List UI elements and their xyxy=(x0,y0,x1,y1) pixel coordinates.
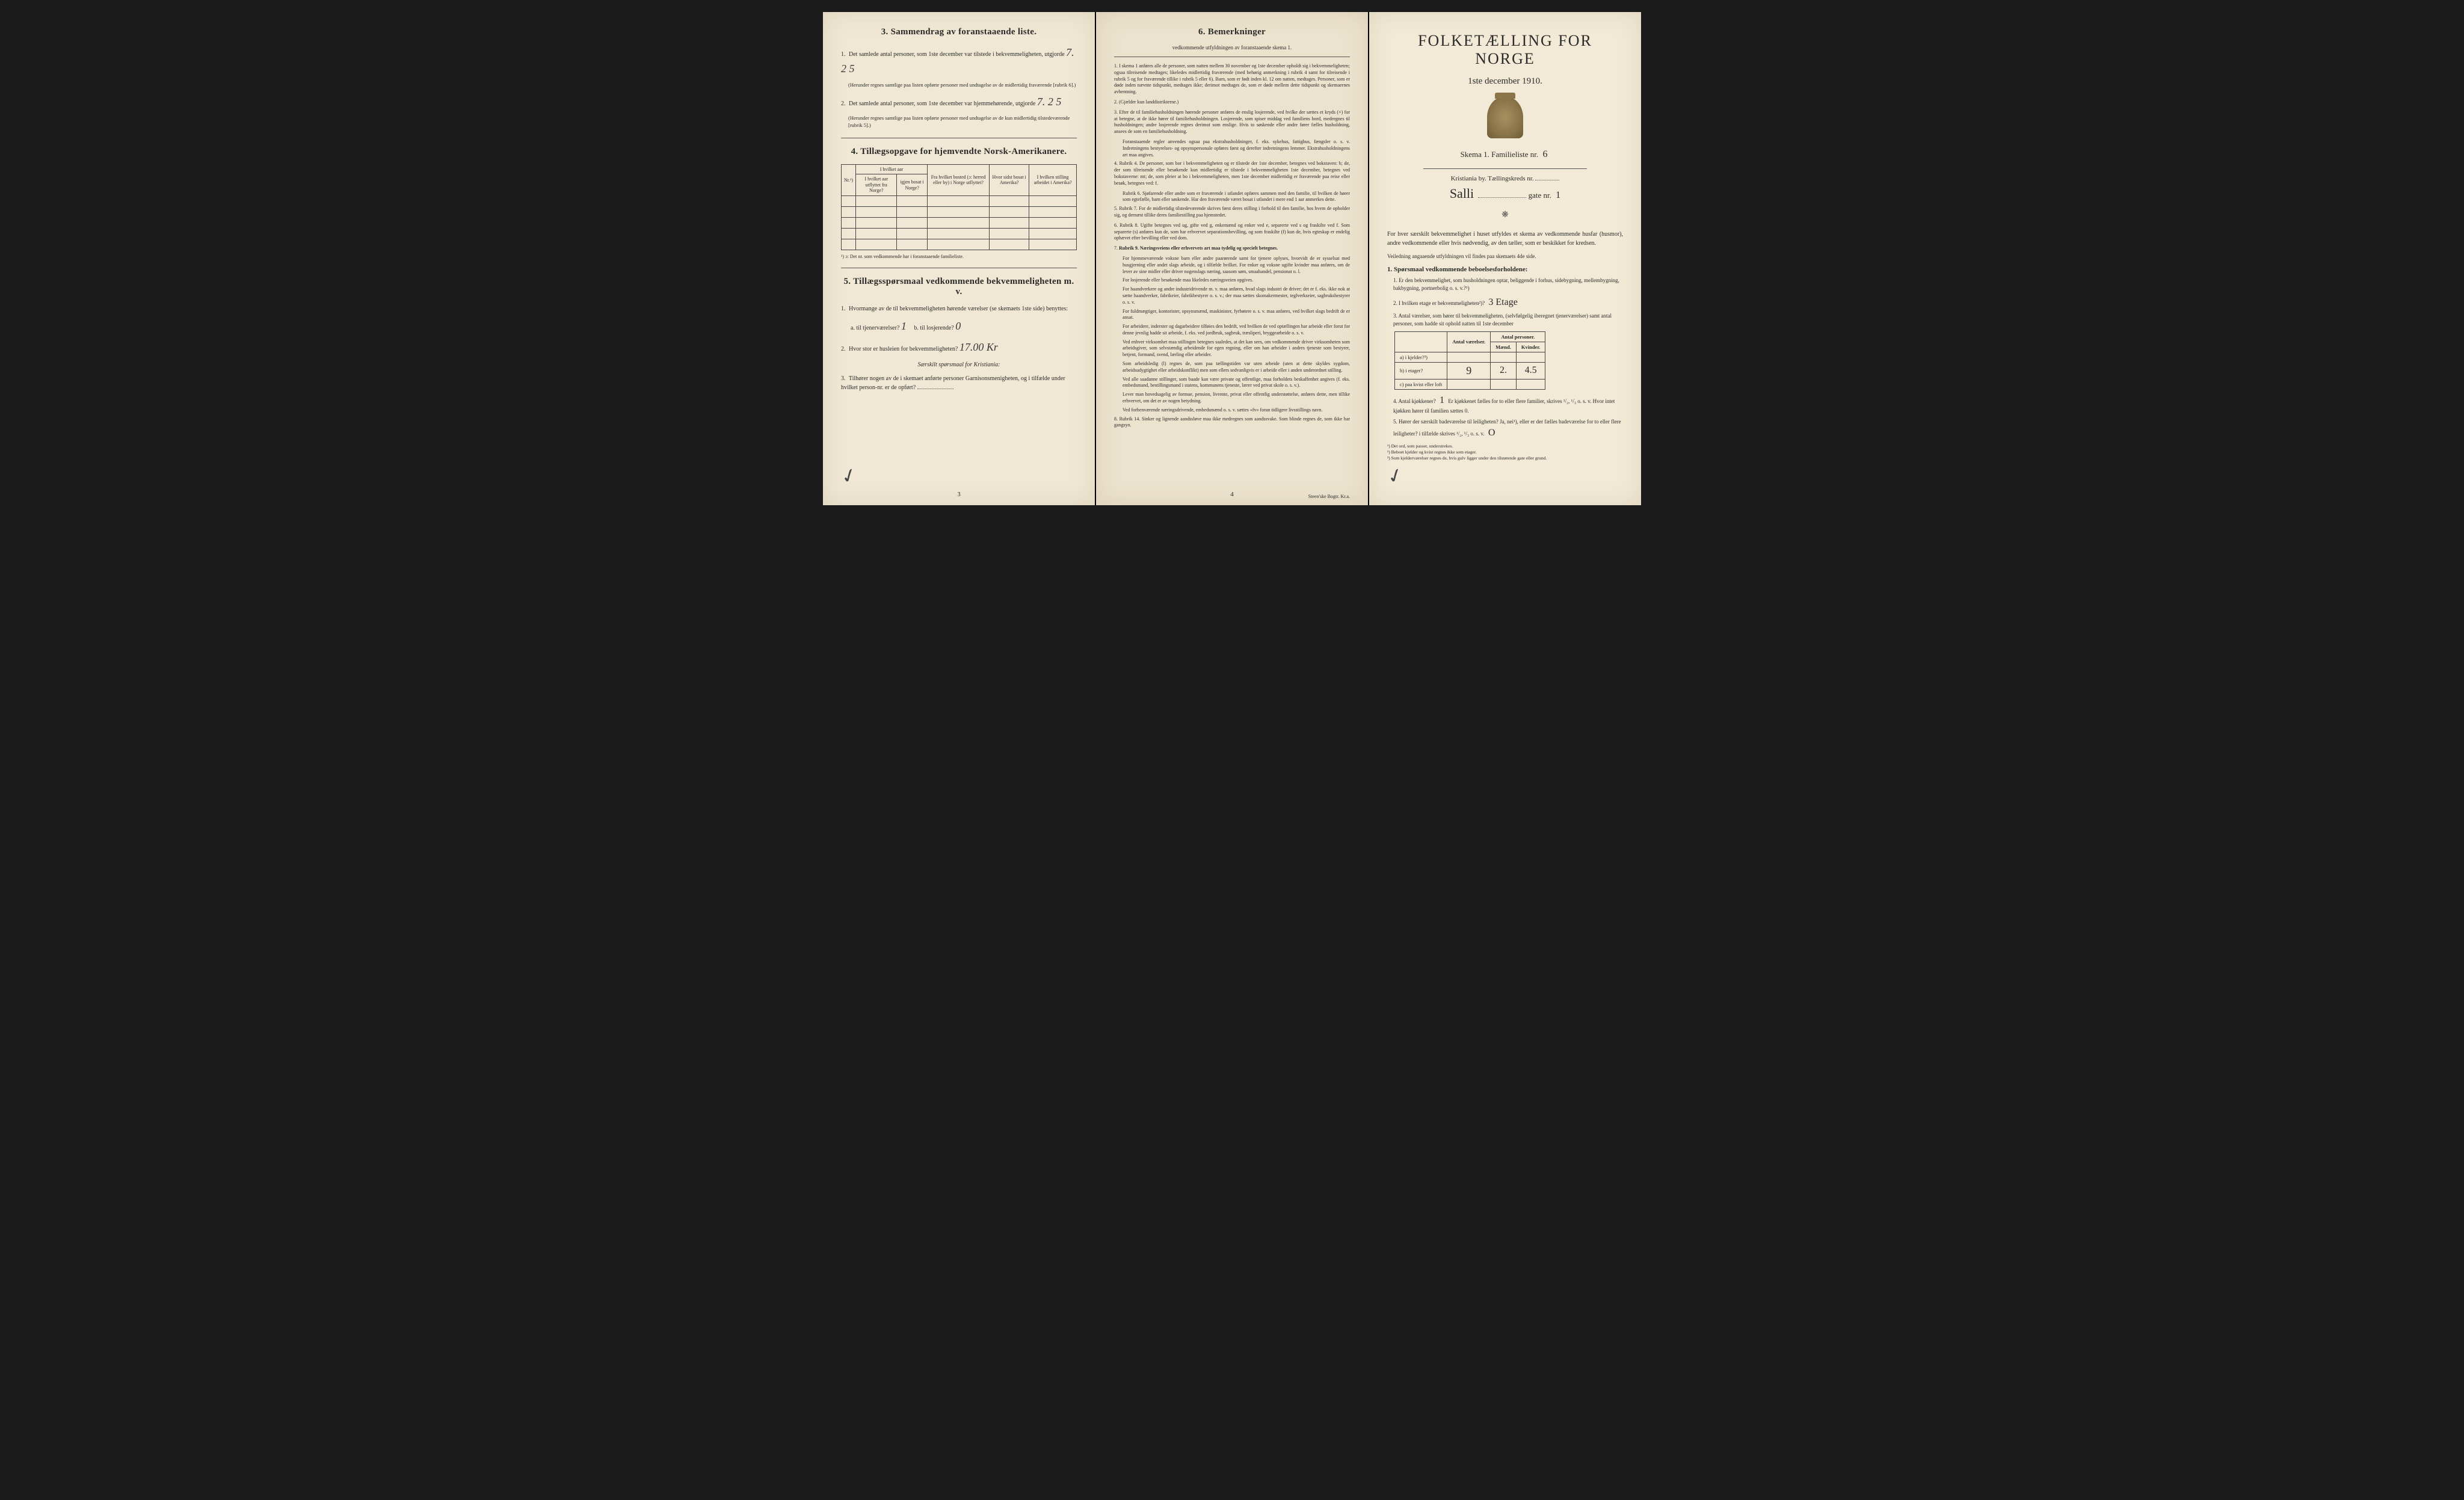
sub-para: For fuldmægtiger, kontorister, opsynsmæn… xyxy=(1123,309,1350,322)
page-4: 6. Bemerkninger vedkommende utfyldningen… xyxy=(1096,12,1368,505)
bemerk-6: 6. Rubrik 8. Ugifte betegnes ved ug, gif… xyxy=(1114,223,1350,242)
bemerk-1: 1. I skema 1 anføres alle de personer, s… xyxy=(1114,63,1350,96)
familieliste-nr: 6 xyxy=(1540,149,1550,159)
section-1-title: 1. Spørsmaal vedkommende beboelsesforhol… xyxy=(1387,266,1623,273)
coat-of-arms-icon xyxy=(1487,96,1523,138)
s3-q1-note: (Herunder regnes samtlige paa listen opf… xyxy=(848,82,1077,89)
page-3: 3. Sammendrag av foranstaaende liste. 1.… xyxy=(823,12,1095,505)
sub-para: Ved forhenværende næringsdrivende, embed… xyxy=(1123,407,1350,414)
s5-q3: 3. Tilhører nogen av de i skemaet anført… xyxy=(841,374,1077,392)
footnotes: ¹) Det ord, som passer, understrekes. ²)… xyxy=(1387,443,1623,461)
s5-q2: 2. Hvor stor er husleien for bekvemmelig… xyxy=(841,339,1077,355)
table-row: a) i kjelder?³) xyxy=(1395,352,1545,362)
s5-q1: 1. Hvormange av de til bekvemmeligheten … xyxy=(841,304,1077,313)
p1-q2: 2. I hvilken etage er bekvemmeligheten²)… xyxy=(1393,295,1623,309)
ornament-icon: ❋ xyxy=(1387,210,1623,220)
skema-line: Skema 1. Familieliste nr. 6 xyxy=(1387,149,1623,160)
section-6-title: 6. Bemerkninger xyxy=(1114,27,1350,37)
bemerk-3: 3. Efter de til familiehusholdningen hør… xyxy=(1114,109,1350,135)
divider xyxy=(1423,168,1587,169)
intro-text: For hver særskilt bekvemmelighet i huset… xyxy=(1387,230,1623,248)
section-5-title: 5. Tillægsspørsmaal vedkommende bekvemme… xyxy=(841,277,1077,297)
page-number: 4 xyxy=(1230,491,1234,498)
check-mark: ✓ xyxy=(1384,463,1406,490)
p1-q5: 5. Hører der særskilt badeværelse til le… xyxy=(1393,418,1623,440)
table-row: c) paa kvist eller loft xyxy=(1395,379,1545,389)
s3-q2-value: 7. 2 5 xyxy=(1037,96,1062,108)
etage-value: 3 Etage xyxy=(1486,297,1520,307)
check-mark: ✓ xyxy=(837,463,860,490)
by-line: Kristiania by. Tællingskreds nr. xyxy=(1387,175,1623,182)
s5-sub: Særskilt spørsmaal for Kristiania: xyxy=(841,360,1077,369)
gate-name: Salli xyxy=(1447,186,1476,201)
page-number: 3 xyxy=(957,491,961,498)
table-row xyxy=(842,239,1077,250)
p1-q4: 4. Antal kjøkkener? 1 Er kjøkkenet fælle… xyxy=(1393,393,1623,415)
occupancy-table: Antal værelser. Antal personer. Mænd. Kv… xyxy=(1394,331,1545,390)
sub-para: Rubrik 6. Sjøfarende eller andre som er … xyxy=(1123,191,1350,204)
sub-para: For arbeidere, inderster og dagarbeidere… xyxy=(1123,324,1350,337)
bemerk-5: 5. Rubrik 7. For de midlertidig tilstede… xyxy=(1114,206,1350,219)
veiledning: Veiledning angaaende utfyldningen vil fi… xyxy=(1387,253,1623,261)
gate-line: Salli gate nr. 1 xyxy=(1387,186,1623,201)
sub-para: For hjemmeværende voksne barn eller andr… xyxy=(1123,256,1350,275)
p1-q3: 3. Antal værelser, som hører til bekvemm… xyxy=(1393,312,1623,328)
bemerk-4: 4. Rubrik 4. De personer, som bor i bekv… xyxy=(1114,161,1350,186)
sub-para: Som arbeidsledig (l) regnes de, som paa … xyxy=(1123,361,1350,374)
s3-q1: 1. Det samlede antal personer, som 1ste … xyxy=(841,45,1077,77)
cover-subtitle: 1ste december 1910. xyxy=(1387,76,1623,87)
table-row xyxy=(842,229,1077,239)
page-1-cover: FOLKETÆLLING FOR NORGE 1ste december 191… xyxy=(1369,12,1641,505)
cover-title: FOLKETÆLLING FOR NORGE xyxy=(1387,32,1623,68)
bemerk-8: 8. Rubrik 14. Sinker og lignende aandssl… xyxy=(1114,416,1350,429)
section-4-title: 4. Tillægsopgave for hjemvendte Norsk-Am… xyxy=(841,147,1077,157)
p1-q1: 1. Er den bekvemmelighet, som husholdnin… xyxy=(1393,277,1623,292)
bemerk-2: 2. (Gjælder kun landdistrikterne.) xyxy=(1114,99,1350,106)
printer-credit: Steen'ske Bogtr. Kr.a. xyxy=(1308,494,1350,499)
sub-para: For losjerende eller besøkende maa likel… xyxy=(1123,277,1350,284)
sub-para: Ved alle saadanne stillinger, som baade … xyxy=(1123,377,1350,390)
table-row xyxy=(842,218,1077,229)
table-row xyxy=(842,196,1077,207)
sub-para: Foranstaaende regler anvendes ogsaa paa … xyxy=(1123,139,1350,158)
s5-q1ab: a. til tjenerværelser? 1 b. til losjeren… xyxy=(851,318,1077,334)
s3-q2-note: (Herunder regnes samtlige paa listen opf… xyxy=(848,115,1077,129)
sub-para: For haandverkere og andre industridriven… xyxy=(1123,286,1350,306)
sub-para: Ved enhver virksomhet maa stillingen bet… xyxy=(1123,339,1350,358)
sub-para: Lever man hovedsagelig av formue, pensio… xyxy=(1123,392,1350,405)
table-row: b) i etager? 9 2. 4.5 xyxy=(1395,362,1545,379)
bemerk-7: 7. Rubrik 9. Næringsveiens eller erhverv… xyxy=(1114,245,1350,252)
section-3-title: 3. Sammendrag av foranstaaende liste. xyxy=(841,27,1077,37)
kjokken-value: 1 xyxy=(1437,395,1447,405)
bad-value: O xyxy=(1486,428,1498,438)
amerika-table: Nr.¹) I hvilket aar Fra hvilket bosted (… xyxy=(841,164,1077,250)
gate-nr: 1 xyxy=(1553,190,1563,200)
section-6-subtitle: vedkommende utfyldningen av foranstaaend… xyxy=(1114,45,1350,51)
census-document: 3. Sammendrag av foranstaaende liste. 1.… xyxy=(823,12,1641,505)
s3-q2: 2. Det samlede antal personer, som 1ste … xyxy=(841,94,1077,110)
table-row xyxy=(842,207,1077,218)
s4-footnote: ¹) ɔ: Det nr. som vedkommende har i fora… xyxy=(841,254,1077,259)
